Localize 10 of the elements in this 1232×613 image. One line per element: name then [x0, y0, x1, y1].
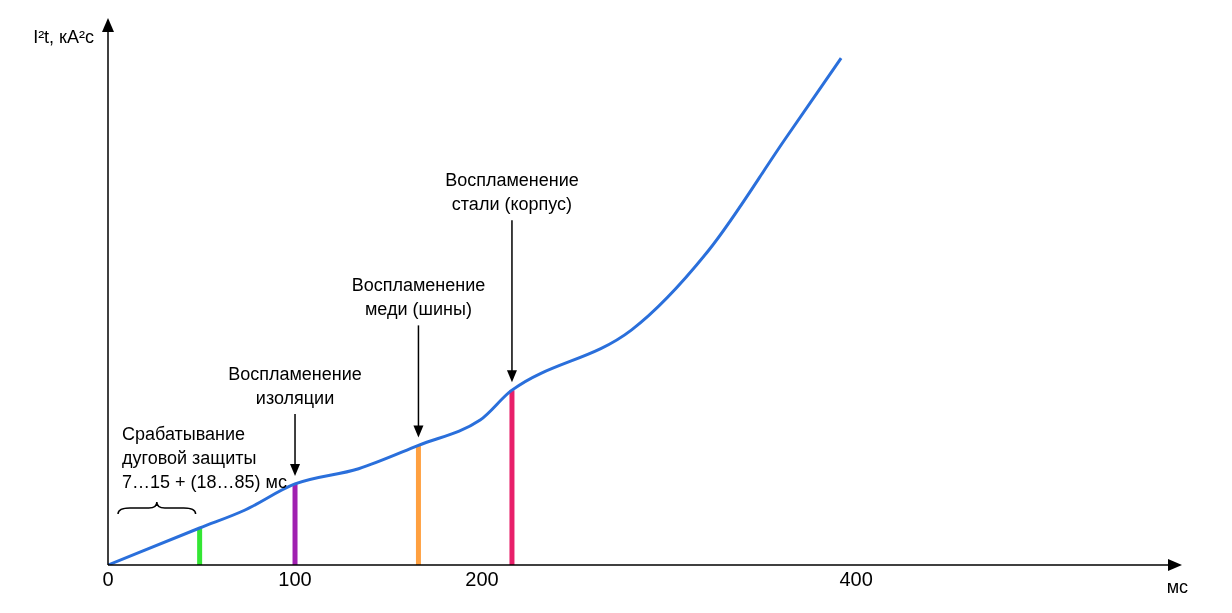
- annotation: Воспламенение изоляции: [228, 363, 362, 408]
- x-tick-label: 100: [278, 567, 312, 590]
- x-tick-label: 0: [102, 567, 114, 590]
- x-axis-title: мс: [1166, 576, 1188, 597]
- annotation: Воспламенение меди (шины): [351, 275, 486, 320]
- annotation: Срабатывание дуговой защиты 7…15 + (18…85) мс: [122, 423, 287, 492]
- x-tick-label: 200: [465, 567, 499, 590]
- y-axis-title: I²t, кА²с: [33, 26, 94, 47]
- x-tick-label: 400: [839, 567, 873, 590]
- annotation: Воспламенение стали (корпус): [445, 170, 579, 215]
